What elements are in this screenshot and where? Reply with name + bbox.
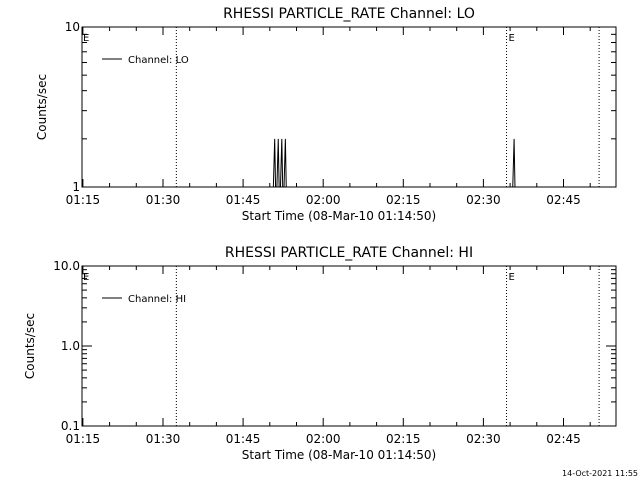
panel-1-legend-label: Channel: LO	[128, 55, 189, 66]
panel-1-x-tick-label: 01:45	[226, 193, 261, 207]
panel-2-x-axis-label: Start Time (08-Mar-10 01:14:50)	[242, 448, 436, 462]
panel-2-x-tick-label: 02:15	[386, 432, 421, 446]
panel-2-plot-frame	[81, 265, 617, 427]
panel-1-y-axis-label: Counts/sec	[35, 74, 49, 140]
panel-2-x-tick-label: 02:00	[306, 432, 341, 446]
panel-2-y-axis-label: Counts/sec	[23, 313, 37, 379]
panel-1-start-marker: E	[83, 33, 89, 44]
panel-2-x-tick-label: 02:30	[466, 432, 501, 446]
panel-1-x-tick-label: 02:15	[386, 193, 421, 207]
panel-2-x-tick-label: 01:30	[146, 432, 181, 446]
panel-1-x-axis-label: Start Time (08-Mar-10 01:14:50)	[242, 209, 436, 223]
panel-2-x-tick-label: 02:45	[546, 432, 581, 446]
panel-2-title: RHESSI PARTICLE_RATE Channel: HI	[225, 245, 473, 261]
panel-1-series-line-1	[272, 138, 517, 188]
panel-1-plot-frame	[81, 26, 617, 188]
panel-2-vline-label-2: E	[509, 272, 515, 283]
panel-2-x-tick-label: 01:15	[66, 432, 101, 446]
panel-2-y-tick-label: 1.0	[61, 339, 80, 353]
panel-1-x-tick-label: 02:00	[306, 193, 341, 207]
panel-1-y-tick-label: 1	[72, 180, 80, 194]
panel-2-y-tick-label: 10.0	[53, 259, 80, 273]
panel-1-x-tick-label: 02:30	[466, 193, 501, 207]
panel-2-legend-label: Channel: HI	[128, 294, 186, 305]
panel-2-x-tick-label: 01:45	[226, 432, 261, 446]
panel-2-start-marker: E	[83, 272, 89, 283]
panel-1-x-tick-label: 01:30	[146, 193, 181, 207]
panel-1-y-tick-label: 10	[65, 20, 80, 34]
panel-1-x-tick-label: 01:15	[66, 193, 101, 207]
panel-2-y-tick-label: 0.1	[61, 419, 80, 433]
panel-1-vline-label-2: E	[509, 33, 515, 44]
panel-1-x-tick-label: 02:45	[546, 193, 581, 207]
panel-1-title: RHESSI PARTICLE_RATE Channel: LO	[223, 6, 475, 22]
footer-timestamp: 14-Oct-2021 11:55	[562, 469, 638, 478]
